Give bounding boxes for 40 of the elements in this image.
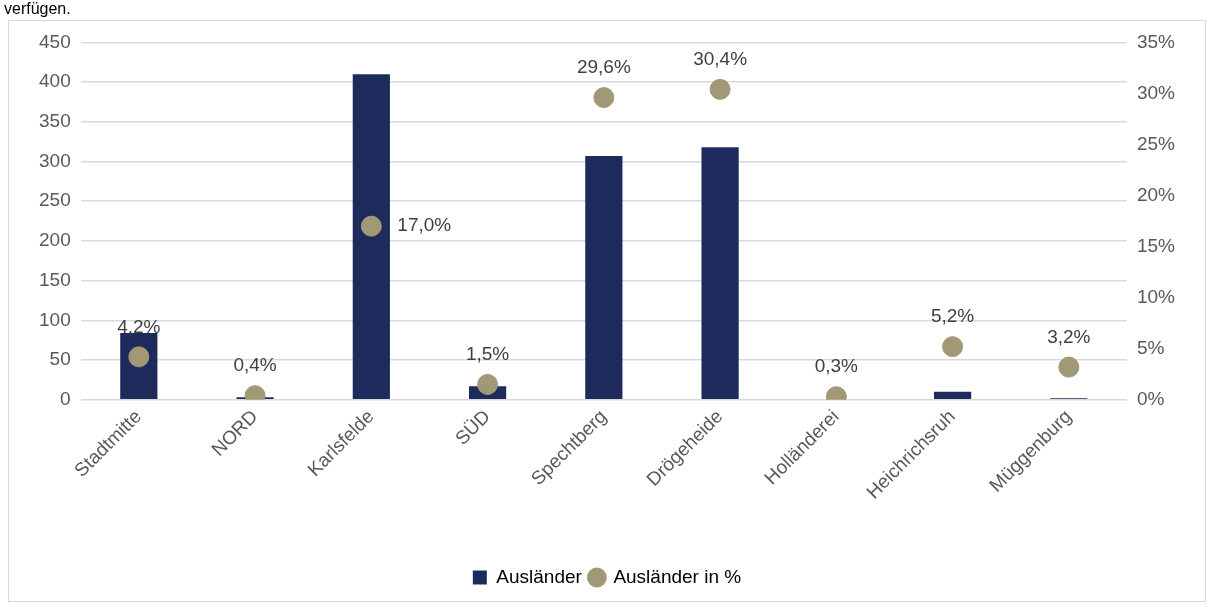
y-tick-label: 300: [39, 149, 71, 171]
bar: [701, 147, 739, 399]
legend-label: Ausländer in %: [613, 565, 742, 587]
bar: [585, 155, 623, 399]
y-tick-label: 350: [39, 110, 71, 132]
point: [1058, 356, 1080, 378]
data-label: 5,2%: [930, 305, 975, 327]
y-tick-label: 450: [39, 30, 71, 52]
y-tick-label: 400: [39, 70, 71, 92]
data-label: 3,2%: [1047, 325, 1091, 347]
bar: [933, 391, 972, 399]
legend-label: Ausländer: [496, 565, 583, 587]
y2-tick-label: 5%: [1136, 336, 1165, 358]
y-tick-label: 50: [49, 348, 71, 370]
data-label: 0,4%: [233, 354, 277, 376]
point: [477, 373, 499, 395]
y2-tick-label: 30%: [1136, 81, 1176, 103]
bar: [352, 74, 390, 399]
data-label: 17,0%: [397, 214, 452, 236]
y-tick-label: 0: [60, 387, 71, 409]
point: [942, 336, 964, 358]
y2-tick-label: 15%: [1136, 234, 1176, 256]
point: [593, 87, 615, 109]
y-tick-label: 150: [39, 268, 71, 290]
data-label: 1,5%: [465, 343, 510, 365]
y-tick-label: 200: [39, 229, 71, 251]
y2-tick-label: 0%: [1136, 387, 1165, 409]
y-tick-label: 100: [39, 308, 71, 330]
y2-tick-label: 10%: [1136, 285, 1176, 307]
y-tick-label: 250: [39, 189, 71, 211]
data-label: 0,3%: [814, 355, 859, 377]
point: [360, 215, 382, 237]
y2-tick-label: 25%: [1136, 132, 1176, 154]
data-label: 30,4%: [693, 48, 748, 70]
text: verfügen.: [4, 0, 71, 18]
y2-tick-label: 20%: [1136, 183, 1176, 205]
data-label: 4,2%: [117, 315, 161, 337]
data-label: 29,6%: [576, 56, 631, 78]
point: [709, 78, 731, 100]
y2-tick-label: 35%: [1136, 30, 1176, 52]
